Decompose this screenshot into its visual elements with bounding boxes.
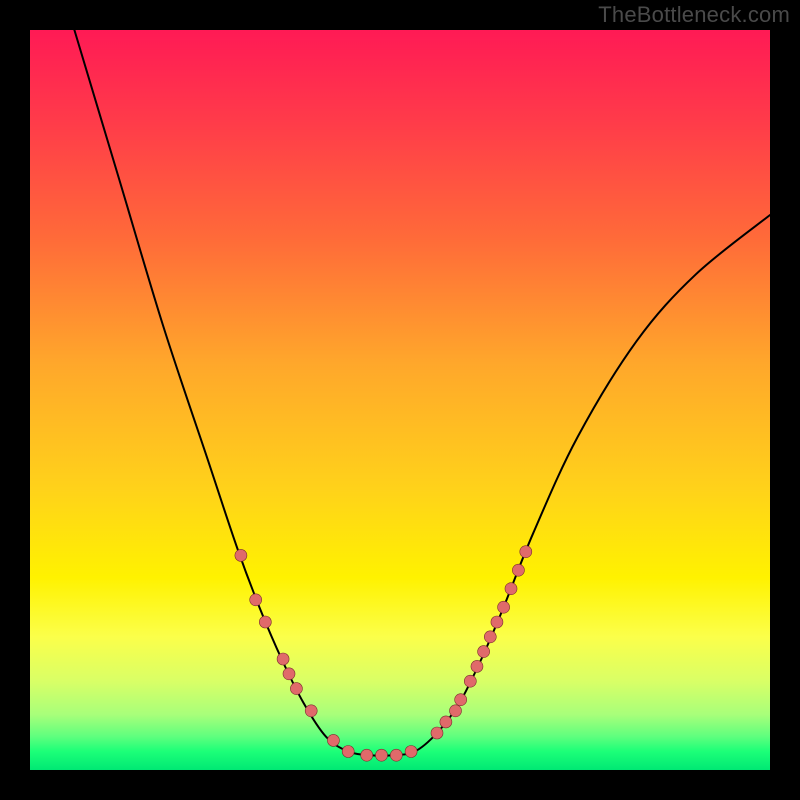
data-marker	[342, 746, 354, 758]
data-marker	[431, 727, 443, 739]
data-marker	[484, 631, 496, 643]
data-marker	[491, 616, 503, 628]
data-marker	[512, 564, 524, 576]
chart-stage: TheBottleneck.com	[0, 0, 800, 800]
data-marker	[305, 705, 317, 717]
data-marker	[471, 660, 483, 672]
data-marker	[464, 675, 476, 687]
data-marker	[259, 616, 271, 628]
data-marker	[498, 601, 510, 613]
data-marker	[440, 716, 452, 728]
data-marker	[290, 683, 302, 695]
data-marker	[450, 705, 462, 717]
data-marker	[405, 746, 417, 758]
data-marker	[283, 668, 295, 680]
data-marker	[478, 646, 490, 658]
gradient-background	[30, 30, 770, 770]
data-marker	[505, 583, 517, 595]
data-marker	[520, 546, 532, 558]
data-marker	[327, 734, 339, 746]
bottleneck-chart	[0, 0, 800, 800]
data-marker	[455, 694, 467, 706]
data-marker	[250, 594, 262, 606]
data-marker	[277, 653, 289, 665]
data-marker	[390, 749, 402, 761]
data-marker	[361, 749, 373, 761]
data-marker	[235, 549, 247, 561]
data-marker	[376, 749, 388, 761]
